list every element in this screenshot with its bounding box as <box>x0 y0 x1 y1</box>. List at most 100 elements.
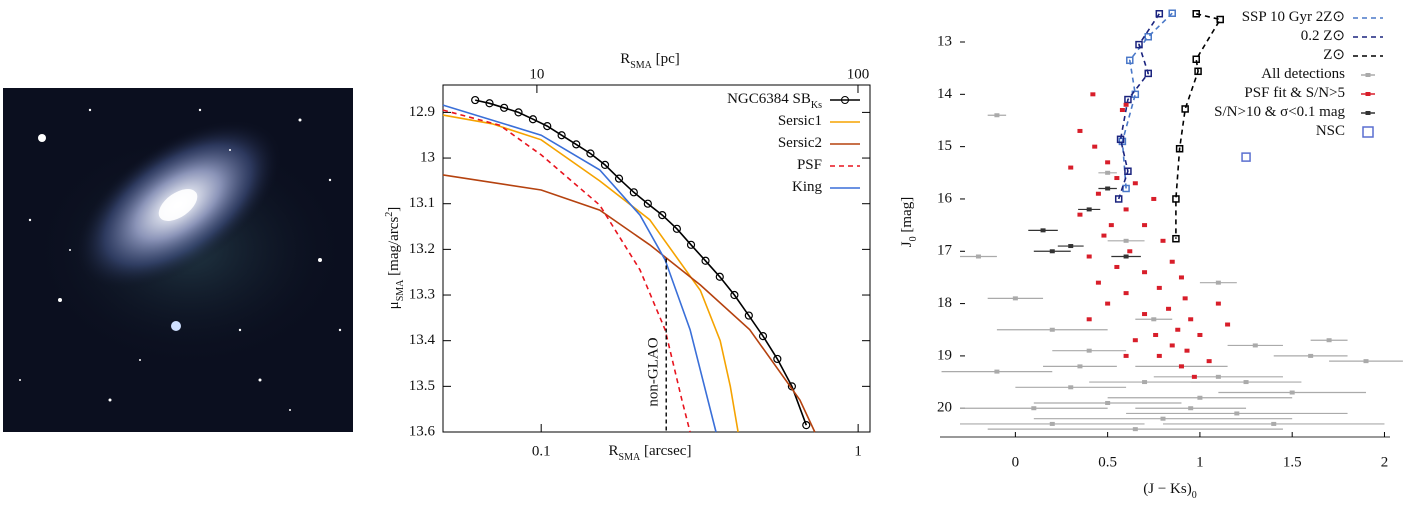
y-tick-label: 14 <box>937 86 953 102</box>
marker <box>1241 152 1251 162</box>
marker <box>1184 348 1190 353</box>
label-part: [mag] <box>899 197 915 237</box>
marker <box>758 332 768 341</box>
y-tick-label: 13.6 <box>409 423 436 439</box>
marker <box>773 354 782 364</box>
legend-label-part: NGC6384 SB <box>727 91 811 107</box>
y-tick-label: 13 <box>937 33 952 49</box>
label-part: SMA <box>619 452 641 463</box>
marker <box>643 199 652 208</box>
star <box>58 298 62 302</box>
marker <box>1216 15 1224 24</box>
marker <box>1114 176 1120 181</box>
marker <box>1155 10 1164 18</box>
marker <box>1105 160 1111 165</box>
series-line <box>442 174 816 433</box>
marker <box>1123 238 1129 243</box>
y-tick-label: 13 <box>420 149 435 165</box>
marker <box>1040 228 1046 233</box>
series-line <box>442 104 717 433</box>
marker <box>1077 364 1083 369</box>
marker <box>686 240 696 249</box>
marker <box>1123 102 1129 107</box>
y-tick-label: 13.1 <box>409 195 435 211</box>
label-part: SMA <box>630 60 652 71</box>
marker <box>1127 249 1133 254</box>
marker <box>629 188 638 197</box>
stars <box>19 108 342 411</box>
y-tick-label: 13.2 <box>409 241 435 257</box>
marker <box>1363 359 1369 364</box>
marker <box>1243 380 1249 385</box>
x-tick-label: 0.1 <box>532 443 551 459</box>
marker <box>1031 406 1037 411</box>
marker <box>614 174 624 183</box>
marker <box>1012 296 1018 301</box>
galaxy-image <box>3 88 353 432</box>
series-line <box>1121 12 1173 189</box>
marker <box>1132 427 1138 432</box>
annotation-text: non-GLAO <box>646 337 662 406</box>
marker <box>672 224 681 233</box>
marker <box>1166 306 1172 311</box>
marker <box>1123 207 1129 212</box>
marker <box>1156 285 1162 290</box>
legend-label-part: SSP 10 Gyr 2Z⊙ <box>1242 9 1345 25</box>
marker <box>1142 312 1148 317</box>
marker <box>1192 10 1200 18</box>
marker <box>1175 144 1184 153</box>
legend-label-part: Sersic2 <box>778 135 822 151</box>
star <box>69 249 71 251</box>
marker <box>586 149 595 158</box>
y-tick-label: 19 <box>937 347 952 363</box>
marker <box>1144 69 1152 78</box>
marker <box>1068 385 1074 390</box>
marker <box>1049 421 1055 426</box>
marker <box>658 211 667 220</box>
marker <box>1122 184 1130 193</box>
legend-label: Sersic2 <box>778 135 822 151</box>
marker <box>1169 259 1175 264</box>
marker <box>1132 181 1138 186</box>
label-part: μ <box>386 301 402 309</box>
x2-tick-label: 10 <box>529 66 544 82</box>
star <box>338 328 342 332</box>
marker <box>1194 67 1202 76</box>
marker <box>1197 395 1203 400</box>
marker <box>1135 40 1143 49</box>
y-tick-label: 17 <box>937 243 953 259</box>
legend-label: NGC6384 SBKs <box>727 91 822 110</box>
legend-label: All detections <box>1261 66 1345 82</box>
star <box>108 398 112 402</box>
marker <box>1077 212 1083 217</box>
legend-label: NSC <box>1316 123 1345 139</box>
marker <box>1188 406 1194 411</box>
label-part: ] <box>386 207 402 212</box>
marker <box>1215 374 1221 379</box>
marker <box>1114 195 1123 203</box>
marker <box>1215 280 1221 285</box>
marker <box>1114 264 1120 269</box>
star <box>171 321 181 331</box>
label-part: [pc] <box>652 51 680 67</box>
legend-marker <box>841 96 849 104</box>
marker <box>1119 108 1125 113</box>
x-tick-label: 1.5 <box>1283 454 1302 470</box>
star <box>88 108 92 112</box>
marker <box>1108 223 1114 228</box>
legend-label-part: NSC <box>1316 123 1345 139</box>
marker <box>1105 186 1111 191</box>
marker <box>975 254 981 259</box>
marker <box>730 290 739 300</box>
label-part: SMA <box>395 279 406 301</box>
marker <box>514 108 523 117</box>
marker <box>1234 411 1240 416</box>
marker <box>1188 317 1194 322</box>
marker <box>1151 317 1157 322</box>
marker <box>715 272 724 281</box>
series-line <box>1175 13 1222 239</box>
star <box>139 359 141 361</box>
marker <box>471 95 480 105</box>
